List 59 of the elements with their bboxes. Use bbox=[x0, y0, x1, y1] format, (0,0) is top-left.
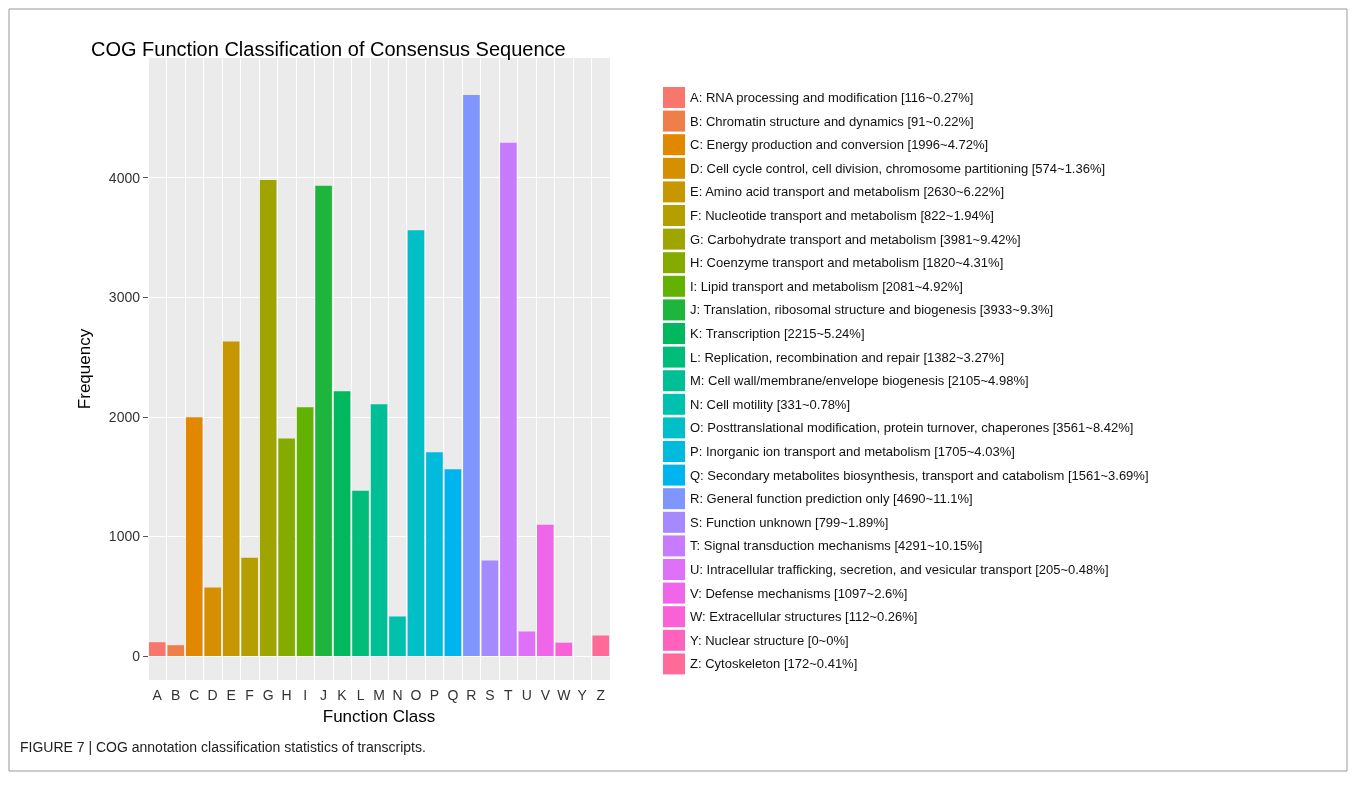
legend-label: D: Cell cycle control, cell division, chromosome partitioning [574~1.36%] bbox=[690, 160, 1106, 176]
legend-label: Y: Nuclear structure [0~0%] bbox=[690, 632, 849, 648]
legend-label: Z: Cytoskeleton [172~0.41%] bbox=[690, 656, 858, 672]
x-tick-label: M bbox=[373, 687, 385, 703]
legend-label: J: Translation, ribosomal structure and biogenesis [3933~9.3%] bbox=[690, 302, 1054, 318]
y-tick-label: 1000 bbox=[108, 528, 141, 545]
x-tick-label: C bbox=[189, 687, 200, 703]
legend-label: A: RNA processing and modification [116~0.27%] bbox=[690, 90, 974, 105]
legend-label: G: Carbohydrate transport and metabolism [3981~9.42%] bbox=[690, 231, 1021, 247]
legend-label: P: Inorganic ion transport and metabolism [1705~4.03%] bbox=[690, 444, 1015, 459]
x-tick-label: W bbox=[557, 687, 572, 703]
y-tick-label: 2000 bbox=[108, 408, 141, 425]
x-tick-label: F bbox=[245, 687, 254, 703]
caption: FIGURE 7 | COG annotation classification statistics of transcripts. bbox=[20, 739, 426, 755]
legend-label: O: Posttranslational modification, protein turnover, chaperones [3561~8.42%] bbox=[690, 420, 1134, 436]
x-tick-label: J bbox=[320, 687, 328, 703]
x-tick-label: U bbox=[521, 687, 532, 703]
legend-label: H: Coenzyme transport and metabolism [1820~4.31%] bbox=[690, 255, 1004, 271]
x-tick-label: D bbox=[207, 687, 218, 703]
legend-label: L: Replication, recombination and repair [1382~3.27%] bbox=[690, 349, 1005, 365]
x-tick-label: L bbox=[356, 687, 365, 703]
x-tick-label: O bbox=[410, 687, 422, 703]
x-tick-label: G bbox=[262, 687, 274, 703]
legend-label: W: Extracellular structures [112~0.26%] bbox=[690, 609, 918, 625]
legend-label: M: Cell wall/membrane/envelope biogenesis [2105~4.98%] bbox=[690, 373, 1029, 389]
x-tick-label: H bbox=[281, 687, 292, 703]
y-tick-label: 0 bbox=[132, 648, 141, 665]
x-tick-label: R bbox=[466, 687, 477, 703]
legend-label: T: Signal transduction mechanisms [4291~10.15%] bbox=[690, 538, 983, 554]
legend-label: Q: Secondary metabolites biosynthesis, transport and catabolism [1561~3.69%] bbox=[690, 467, 1149, 483]
legend-label: B: Chromatin structure and dynamics [91~0.22%] bbox=[690, 113, 974, 129]
legend-label: E: Amino acid transport and metabolism [2630~6.22%] bbox=[690, 184, 1004, 200]
x-tick-label: N bbox=[392, 687, 403, 703]
x-tick-label: Z bbox=[596, 687, 606, 703]
x-tick-label: Y bbox=[577, 687, 588, 703]
legend-label: S: Function unknown [799~1.89%] bbox=[690, 514, 889, 530]
legend-label: N: Cell motility [331~0.78%] bbox=[690, 396, 851, 412]
x-tick-label: I bbox=[303, 687, 308, 703]
x-tick-label: S bbox=[485, 687, 495, 703]
x-axis-title: Function Class bbox=[322, 707, 436, 726]
legend-label: K: Transcription [2215~5.24%] bbox=[690, 326, 865, 341]
x-tick-label: P bbox=[429, 687, 440, 703]
legend-label: C: Energy production and conversion [1996~4.72%] bbox=[690, 137, 989, 153]
x-tick-label: T bbox=[504, 687, 514, 703]
legend-label: V: Defense mechanisms [1097~2.6%] bbox=[690, 585, 908, 601]
legend-label: I: Lipid transport and metabolism [2081~4.92%] bbox=[690, 278, 963, 294]
x-tick-label: B bbox=[171, 687, 181, 703]
legend-label: U: Intracellular trafficking, secretion, and vesicular transport [205~0.48%] bbox=[690, 562, 1109, 577]
x-tick-label: E bbox=[226, 687, 236, 703]
x-tick-label: Q bbox=[447, 687, 459, 703]
x-tick-label: V bbox=[540, 687, 551, 703]
chart-title: COG Function Classification of Consensus Sequence bbox=[91, 38, 566, 60]
legend-label: R: General function prediction only [4690~11.1%] bbox=[690, 491, 973, 507]
x-tick-label: A bbox=[152, 687, 163, 703]
x-tick-label: K bbox=[337, 687, 348, 703]
y-tick-label: 3000 bbox=[108, 289, 141, 306]
y-axis-title: Frequency bbox=[75, 328, 94, 410]
y-tick-label: 4000 bbox=[108, 169, 141, 186]
legend-label: F: Nucleotide transport and metabolism [822~1.94%] bbox=[690, 208, 994, 223]
